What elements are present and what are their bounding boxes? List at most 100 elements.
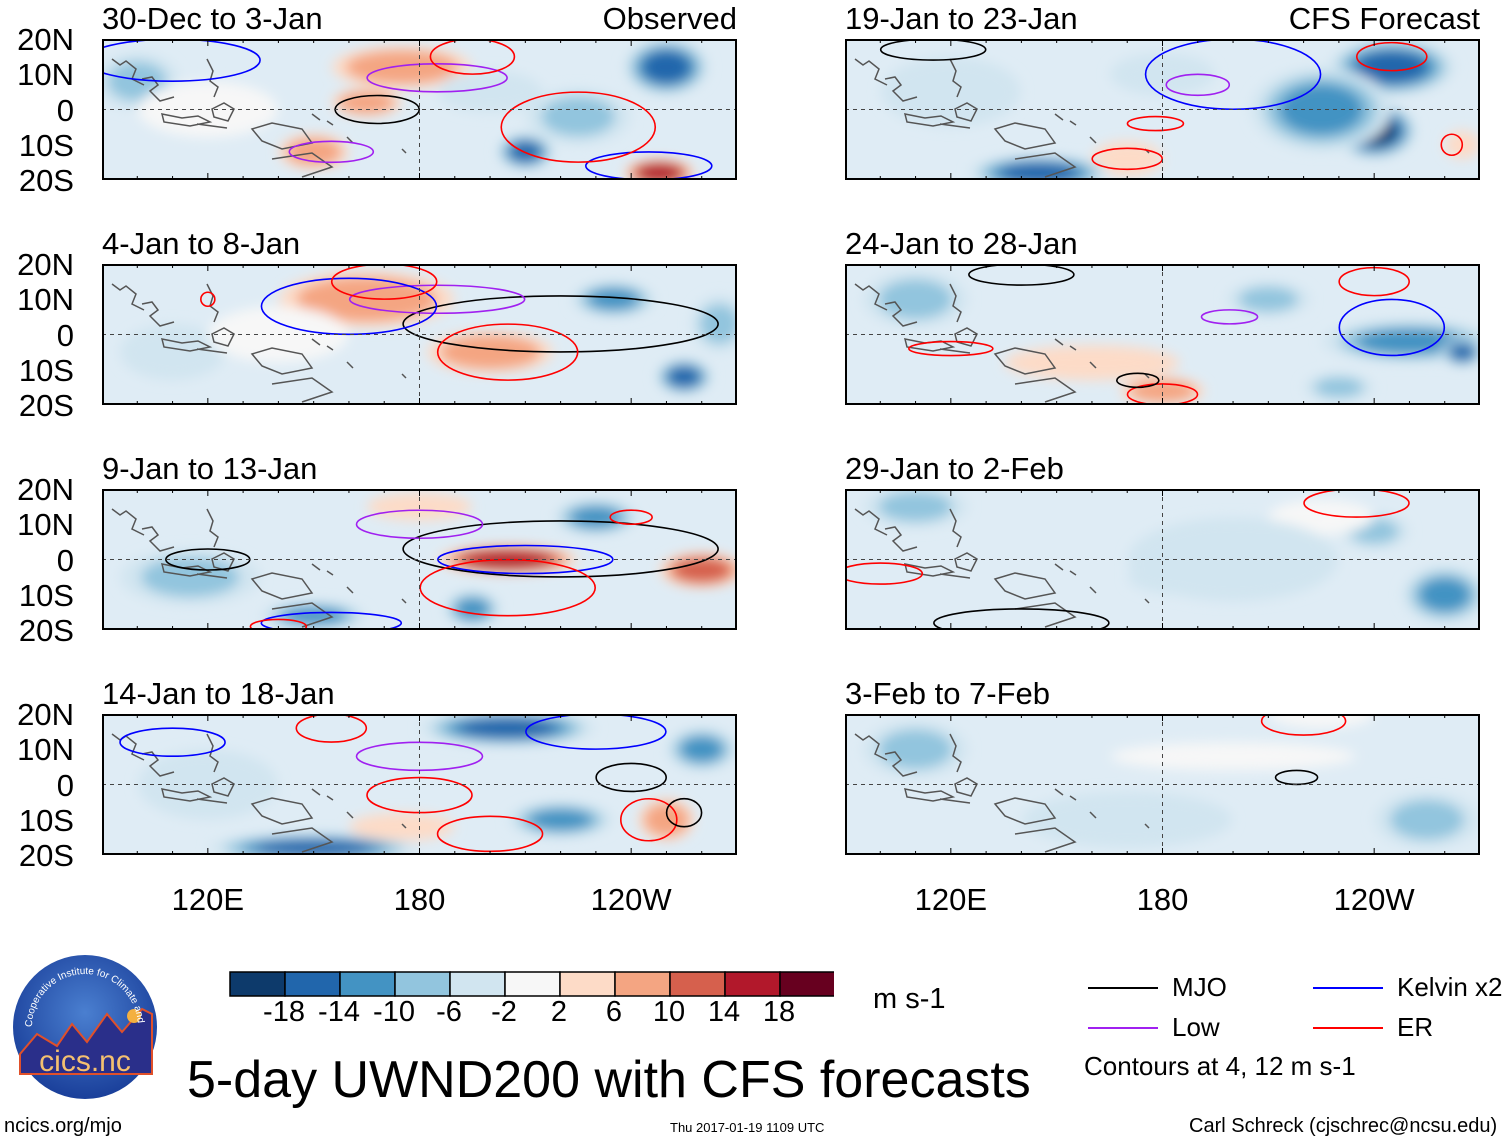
lat-tick-label: 20N xyxy=(17,697,74,732)
anomaly-shading xyxy=(1030,350,1154,375)
panel-title: 29-Jan to 2-Feb xyxy=(845,451,1064,486)
colorbar-swatch xyxy=(394,971,451,997)
anomaly-shading xyxy=(570,506,622,528)
colorbar-tick-label: 10 xyxy=(652,996,686,1028)
contour-note: Contours at 4, 12 m s-1 xyxy=(1084,1051,1356,1081)
colorbar-swatch xyxy=(779,971,834,997)
mjo-contour xyxy=(402,295,719,353)
colorbar-swatch xyxy=(449,971,506,997)
er-contour xyxy=(620,797,678,842)
low-contour xyxy=(348,284,526,315)
lat-tick-label: 20S xyxy=(18,613,74,648)
coastline xyxy=(854,283,1150,403)
legend-label: ER xyxy=(1397,1012,1434,1042)
panel-frame xyxy=(845,489,1480,630)
mjo-contour xyxy=(665,797,703,828)
low-contour xyxy=(288,140,375,164)
lat-tick-label: 20S xyxy=(18,388,74,423)
panel-title: 19-Jan to 23-Jan xyxy=(845,1,1078,36)
map-panel xyxy=(845,714,1480,855)
colorbar-tick-label: 14 xyxy=(707,996,741,1028)
panel-title: 24-Jan to 28-Jan xyxy=(845,226,1078,261)
lon-tick-label: 120E xyxy=(171,882,245,917)
anomaly-shading xyxy=(345,94,388,111)
anomaly-shading xyxy=(282,607,346,625)
anomaly-shading xyxy=(680,736,723,762)
mjo-contour xyxy=(1116,372,1160,389)
mjo-contour xyxy=(595,762,667,793)
anomaly-shading xyxy=(314,282,420,317)
map-panel xyxy=(845,39,1480,180)
legend-label: MJO xyxy=(1172,972,1227,1002)
anomaly-shading xyxy=(1419,577,1470,612)
panel-title: 3-Feb to 7-Feb xyxy=(845,676,1051,711)
anomaly-shading xyxy=(643,51,690,83)
anomaly-shading xyxy=(1390,800,1464,840)
lat-tick-label: 0 xyxy=(56,542,74,578)
panel-frame xyxy=(845,714,1480,855)
anomaly-shading xyxy=(1268,714,1374,728)
lat-tick-label: 10N xyxy=(17,732,74,768)
er-contour xyxy=(1126,115,1185,132)
low-contour xyxy=(1200,309,1259,325)
lat-tick-label: 20S xyxy=(18,163,74,198)
colorbar-swatch xyxy=(559,971,616,997)
anomaly-shading xyxy=(455,598,490,620)
legend-label: Low xyxy=(1172,1012,1220,1042)
colorbar-swatch xyxy=(504,971,561,997)
panel-frame xyxy=(845,264,1480,405)
mjo-contour xyxy=(402,520,719,578)
panel-source-label: Observed xyxy=(602,1,737,36)
anomaly-shading xyxy=(880,56,1021,127)
coastline xyxy=(111,508,407,628)
anomaly-shading xyxy=(1110,742,1356,771)
panel-title: 4-Jan to 8-Jan xyxy=(102,226,301,261)
er-contour xyxy=(500,91,657,163)
anomaly-shading xyxy=(452,339,528,365)
colorbar-swatch xyxy=(614,971,671,997)
kelvin-contour xyxy=(260,611,403,630)
map-panel xyxy=(102,264,737,405)
colorbar-tick-label: -18 xyxy=(263,996,305,1028)
lat-tick-label: 0 xyxy=(56,92,74,128)
map-panel xyxy=(845,489,1480,630)
lon-tick-label: 120W xyxy=(590,882,672,917)
mjo-contour xyxy=(933,608,1110,630)
legend-label: Kelvin x2 xyxy=(1397,972,1503,1002)
panel-title: 14-Jan to 18-Jan xyxy=(102,676,335,711)
lon-tick-label: 120W xyxy=(1333,882,1415,917)
anomaly-shading xyxy=(1356,328,1462,355)
colorbar-tick-label: -10 xyxy=(373,996,415,1028)
lat-tick-label: 10N xyxy=(17,507,74,543)
anomaly-shading xyxy=(1128,517,1339,602)
author-credit: Carl Schreck (cjschrec@ncsu.edu) xyxy=(1189,1115,1498,1137)
source-url[interactable]: ncics.org/mjo xyxy=(4,1115,122,1137)
anomaly-shading xyxy=(359,54,444,80)
coastline xyxy=(111,283,407,403)
panel-source-label: CFS Forecast xyxy=(1288,1,1480,36)
er-contour xyxy=(1091,147,1164,171)
anomaly-shading xyxy=(459,718,556,738)
panel-frame xyxy=(102,264,737,405)
anomaly-shading xyxy=(1357,51,1427,83)
er-contour xyxy=(908,340,994,357)
coastline xyxy=(854,58,1150,178)
er-contour xyxy=(1440,133,1464,157)
lat-tick-label: 0 xyxy=(56,767,74,803)
anomaly-shading xyxy=(120,324,226,381)
er-contour xyxy=(1356,41,1428,72)
anomaly-shading xyxy=(292,141,335,163)
anomaly-shading xyxy=(588,288,639,310)
kelvin-contour xyxy=(437,544,614,575)
lat-tick-label: 10N xyxy=(17,57,74,93)
panel-frame xyxy=(102,714,737,855)
lat-tick-label: 20S xyxy=(18,838,74,873)
colorbar-tick-label: 18 xyxy=(762,996,796,1028)
colorbar xyxy=(229,971,834,997)
anomaly-shading xyxy=(1000,163,1078,180)
cics-logo: cics.nc Cooperative Institute for Climat… xyxy=(12,954,157,1099)
panel-title: 30-Dec to 3-Jan xyxy=(102,1,323,36)
anomaly-shading xyxy=(1022,791,1233,848)
anomaly-shading xyxy=(1102,146,1152,172)
er-contour xyxy=(249,618,308,630)
